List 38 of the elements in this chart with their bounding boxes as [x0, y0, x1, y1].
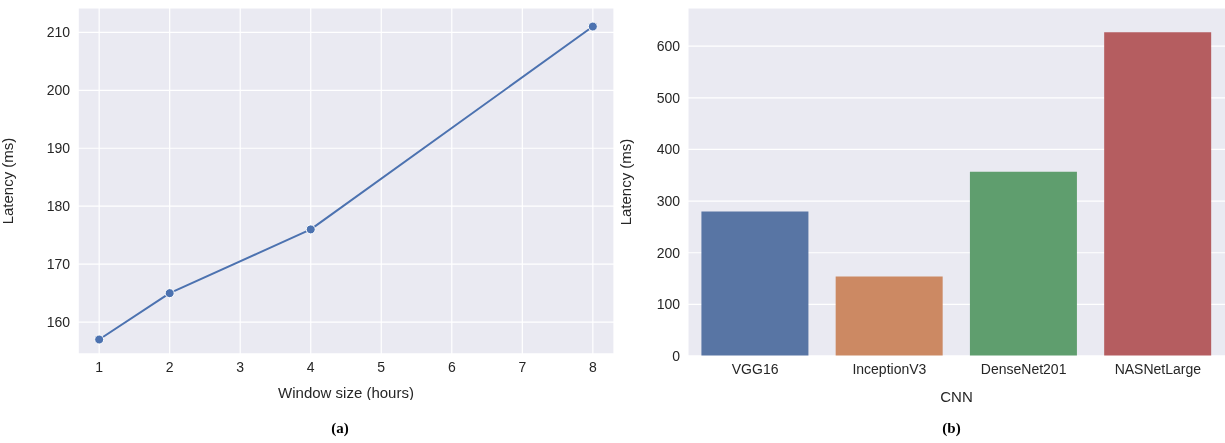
point	[94, 334, 105, 345]
y-tick-label: 0	[672, 347, 681, 364]
point	[164, 288, 175, 299]
x-tick-label: 4	[306, 358, 315, 375]
x-tick-label: 6	[447, 358, 456, 375]
y-tick-label: 600	[656, 38, 681, 55]
x-tick-label: 2	[165, 358, 174, 375]
y-tick-label: 200	[656, 244, 681, 261]
x-tick-label: 5	[377, 358, 386, 375]
text: (b)	[941, 420, 962, 437]
x-axis-title: CNN	[940, 388, 973, 405]
y-tick-label: 200	[46, 82, 71, 99]
bar	[969, 171, 1077, 356]
x-tick-label: 7	[518, 358, 527, 375]
x-tick-label: NASNetLarge	[1114, 360, 1202, 377]
y-tick-label: 160	[46, 314, 71, 331]
y-tick-label: 190	[46, 140, 71, 157]
bar	[1104, 32, 1212, 356]
y-tick-label: 180	[46, 198, 71, 215]
point	[305, 224, 316, 235]
y-tick-label: 500	[656, 89, 681, 106]
x-tick-label: VGG16	[731, 360, 779, 377]
x-tick-label: 1	[95, 358, 104, 375]
y-axis-title: Latency (ms)	[0, 137, 17, 225]
text: (a)	[330, 420, 350, 437]
y-tick-label: 400	[656, 141, 681, 158]
x-tick-label: 3	[236, 358, 245, 375]
x-tick-label: 8	[588, 358, 597, 375]
bar	[835, 276, 943, 356]
x-tick-label: InceptionV3	[852, 360, 927, 377]
y-tick-label: 100	[656, 296, 681, 313]
bar	[701, 211, 809, 356]
point	[587, 21, 598, 32]
y-axis-title: Latency (ms)	[617, 138, 635, 226]
x-tick-label: DenseNet201	[980, 360, 1067, 377]
y-tick-label: 300	[656, 193, 681, 210]
y-tick-label: 210	[46, 24, 71, 41]
y-tick-label: 170	[46, 256, 71, 273]
